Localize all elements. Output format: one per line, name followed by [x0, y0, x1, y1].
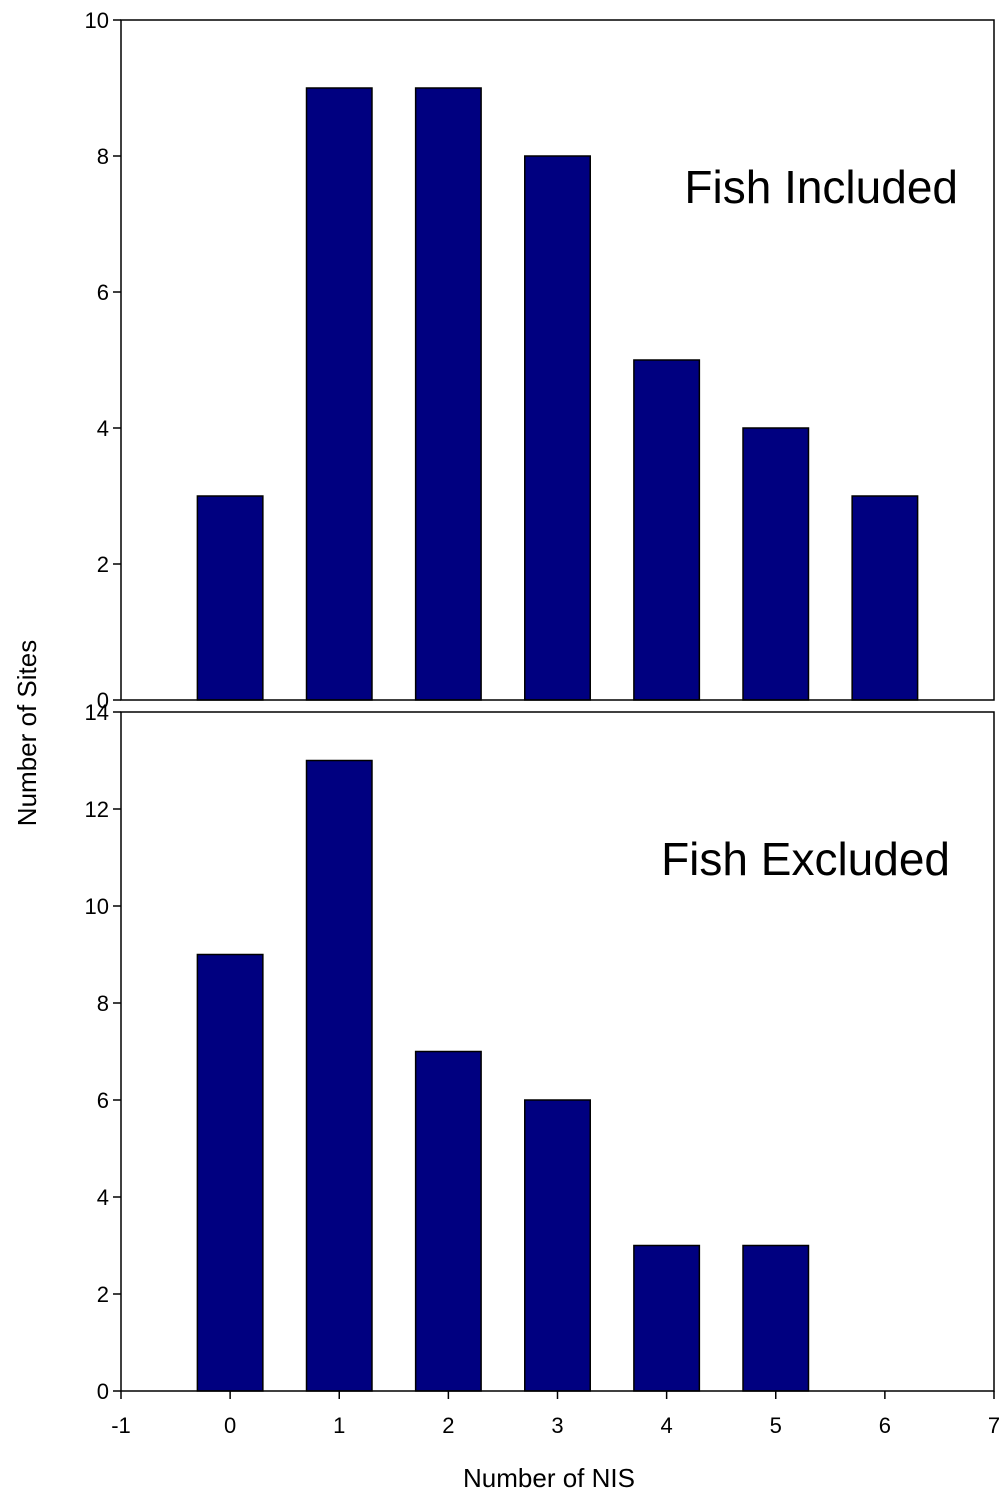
bar [633, 1244, 701, 1392]
y-tick-label: 6 [97, 1088, 109, 1113]
x-tick-label: -1 [111, 1413, 131, 1438]
x-tick-label: 4 [661, 1413, 673, 1438]
y-tick-label: 10 [85, 894, 109, 919]
plot-frame [120, 19, 995, 701]
x-tick-label: 6 [879, 1413, 891, 1438]
x-tick-label: 3 [551, 1413, 563, 1438]
y-axis-title: Number of Sites [12, 640, 42, 826]
y-tick-label: 12 [85, 797, 109, 822]
bar [196, 953, 264, 1392]
x-tick-label: 2 [442, 1413, 454, 1438]
panel-annotation: Fish Included [684, 161, 958, 213]
y-tick-label: 2 [97, 1282, 109, 1307]
y-tick-label: 4 [97, 1185, 109, 1210]
x-tick-label: 0 [224, 1413, 236, 1438]
bar [305, 87, 373, 701]
bar [305, 759, 373, 1392]
y-tick-label: 0 [97, 688, 109, 713]
bar [414, 87, 482, 701]
y-tick-label: 2 [97, 552, 109, 577]
bar [742, 1244, 810, 1392]
panel-annotation: Fish Excluded [661, 833, 950, 885]
y-tick-label: 10 [85, 8, 109, 33]
bar [414, 1050, 482, 1392]
bar [742, 427, 810, 701]
y-tick-label: 8 [97, 144, 109, 169]
bar [524, 155, 591, 701]
y-tick-label: 0 [97, 1379, 109, 1404]
y-tick-label: 6 [97, 280, 109, 305]
bar [633, 359, 701, 701]
y-tick-label: 4 [97, 416, 109, 441]
bar [196, 495, 264, 701]
y-tick-label: 8 [97, 991, 109, 1016]
y-tick-label: 14 [85, 700, 109, 725]
bar [851, 495, 919, 701]
chart-panel-1: 0 2 4 6 8 10 Fish Included [85, 8, 995, 713]
bar [524, 1099, 591, 1392]
x-tick-label: 1 [333, 1413, 345, 1438]
x-tick-label: 7 [988, 1413, 1000, 1438]
x-axis-title: Number of NIS [463, 1463, 635, 1493]
x-tick-label: 5 [770, 1413, 782, 1438]
